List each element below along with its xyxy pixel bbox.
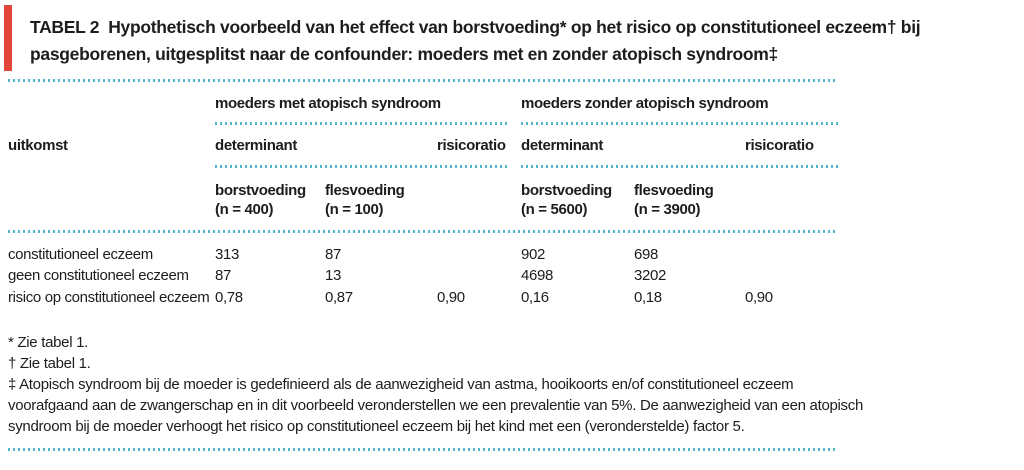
subheader-label: flesvoeding xyxy=(634,182,714,199)
subheader-borstvoeding-left: borstvoeding (n = 400) xyxy=(215,181,325,219)
subheader-flesvoeding-left: flesvoeding (n = 100) xyxy=(325,181,437,219)
column-header-uitkomst: uitkomst xyxy=(8,137,68,154)
cell-value: 698 xyxy=(634,246,658,263)
divider-determinant-right xyxy=(521,165,838,168)
column-header-row: uitkomst determinant risicoratio determi… xyxy=(8,137,838,154)
subheader-n: (n = 100) xyxy=(325,201,384,218)
cell-value: 0,90 xyxy=(745,288,773,306)
column-header-determinant-right: determinant xyxy=(521,137,603,154)
row-label: risico op constitutioneel eczeem xyxy=(8,288,210,306)
group-divider-row xyxy=(8,122,838,125)
cell-value: 0,90 xyxy=(437,288,465,306)
row-label: geen constitutioneel eczeem xyxy=(8,267,189,285)
table-title-line1: TABEL 2 Hypothetisch voorbeeld van het ef… xyxy=(30,14,1010,41)
subheader-borstvoeding-right: borstvoeding (n = 5600) xyxy=(521,181,634,219)
table-number-label: TABEL 2 xyxy=(30,17,100,37)
subheader-label: flesvoeding xyxy=(325,182,405,199)
table-row: risico op constitutioneel eczeem 0,78 0,… xyxy=(8,287,838,308)
cell-value: 902 xyxy=(521,246,545,263)
cell-value: 0,87 xyxy=(325,288,353,306)
column-header-determinant-left: determinant xyxy=(215,137,297,154)
red-accent-bar xyxy=(4,5,12,71)
table-title: TABEL 2 Hypothetisch voorbeeld van het ef… xyxy=(30,14,1010,68)
divider-bottom xyxy=(8,448,838,451)
divider-top xyxy=(8,79,838,82)
subheader-row: borstvoeding (n = 400) flesvoeding (n = … xyxy=(8,181,838,219)
cell-value: 0,78 xyxy=(215,288,243,306)
group-header-with-atopy: moeders met atopisch syndroom xyxy=(215,95,441,112)
table-row: constitutioneel eczeem 313 87 902 698 xyxy=(8,244,838,265)
row-label: constitutioneel eczeem xyxy=(8,246,153,263)
table-title-text: Hypothetisch voorbeeld van het effect va… xyxy=(108,17,921,37)
divider-determinant-left xyxy=(215,165,510,168)
determinant-divider-row xyxy=(8,165,838,168)
cell-value: 0,18 xyxy=(634,288,662,306)
group-header-without-atopy: moeders zonder atopisch syndroom xyxy=(521,95,769,112)
cell-value: 87 xyxy=(215,267,231,285)
footnote-double-dagger-line1: ‡ Atopisch syndroom bij de moeder is ged… xyxy=(8,376,794,393)
table-row: geen constitutioneel eczeem 87 13 4698 3… xyxy=(8,265,838,286)
subheader-n: (n = 400) xyxy=(215,201,274,218)
column-header-risicoratio-right: risicoratio xyxy=(745,137,814,154)
group-header-row: moeders met atopisch syndroom moeders zo… xyxy=(8,82,838,112)
divider-group-right xyxy=(521,122,838,125)
subheader-n: (n = 5600) xyxy=(521,201,588,218)
column-header-risicoratio-left: risicoratio xyxy=(437,137,506,154)
cell-value: 13 xyxy=(325,267,341,285)
cell-value: 3202 xyxy=(634,267,666,285)
cell-value: 0,16 xyxy=(521,288,549,306)
cell-value: 87 xyxy=(325,246,341,263)
table-title-line2: pasgeborenen, uitgesplitst naar de confo… xyxy=(30,44,778,64)
subheader-flesvoeding-right: flesvoeding (n = 3900) xyxy=(634,181,745,219)
divider-group-left xyxy=(215,122,510,125)
footnotes: * Zie tabel 1. † Zie tabel 1. ‡ Atopisch… xyxy=(8,332,1018,437)
subheader-n: (n = 3900) xyxy=(634,201,701,218)
divider-body xyxy=(8,230,838,233)
footnote-asterisk: * Zie tabel 1. xyxy=(8,334,89,351)
footnote-double-dagger-line3: syndroom bij de moeder verhoogt het risi… xyxy=(8,418,745,435)
footnote-dagger: † Zie tabel 1. xyxy=(8,355,91,372)
cell-value: 313 xyxy=(215,246,239,263)
subheader-label: borstvoeding xyxy=(521,182,612,199)
footnote-double-dagger-line2: voorafgaand aan de zwangerschap en in di… xyxy=(8,397,864,414)
cell-value: 4698 xyxy=(521,267,553,285)
data-table: moeders met atopisch syndroom moeders zo… xyxy=(8,79,838,308)
subheader-label: borstvoeding xyxy=(215,182,306,199)
